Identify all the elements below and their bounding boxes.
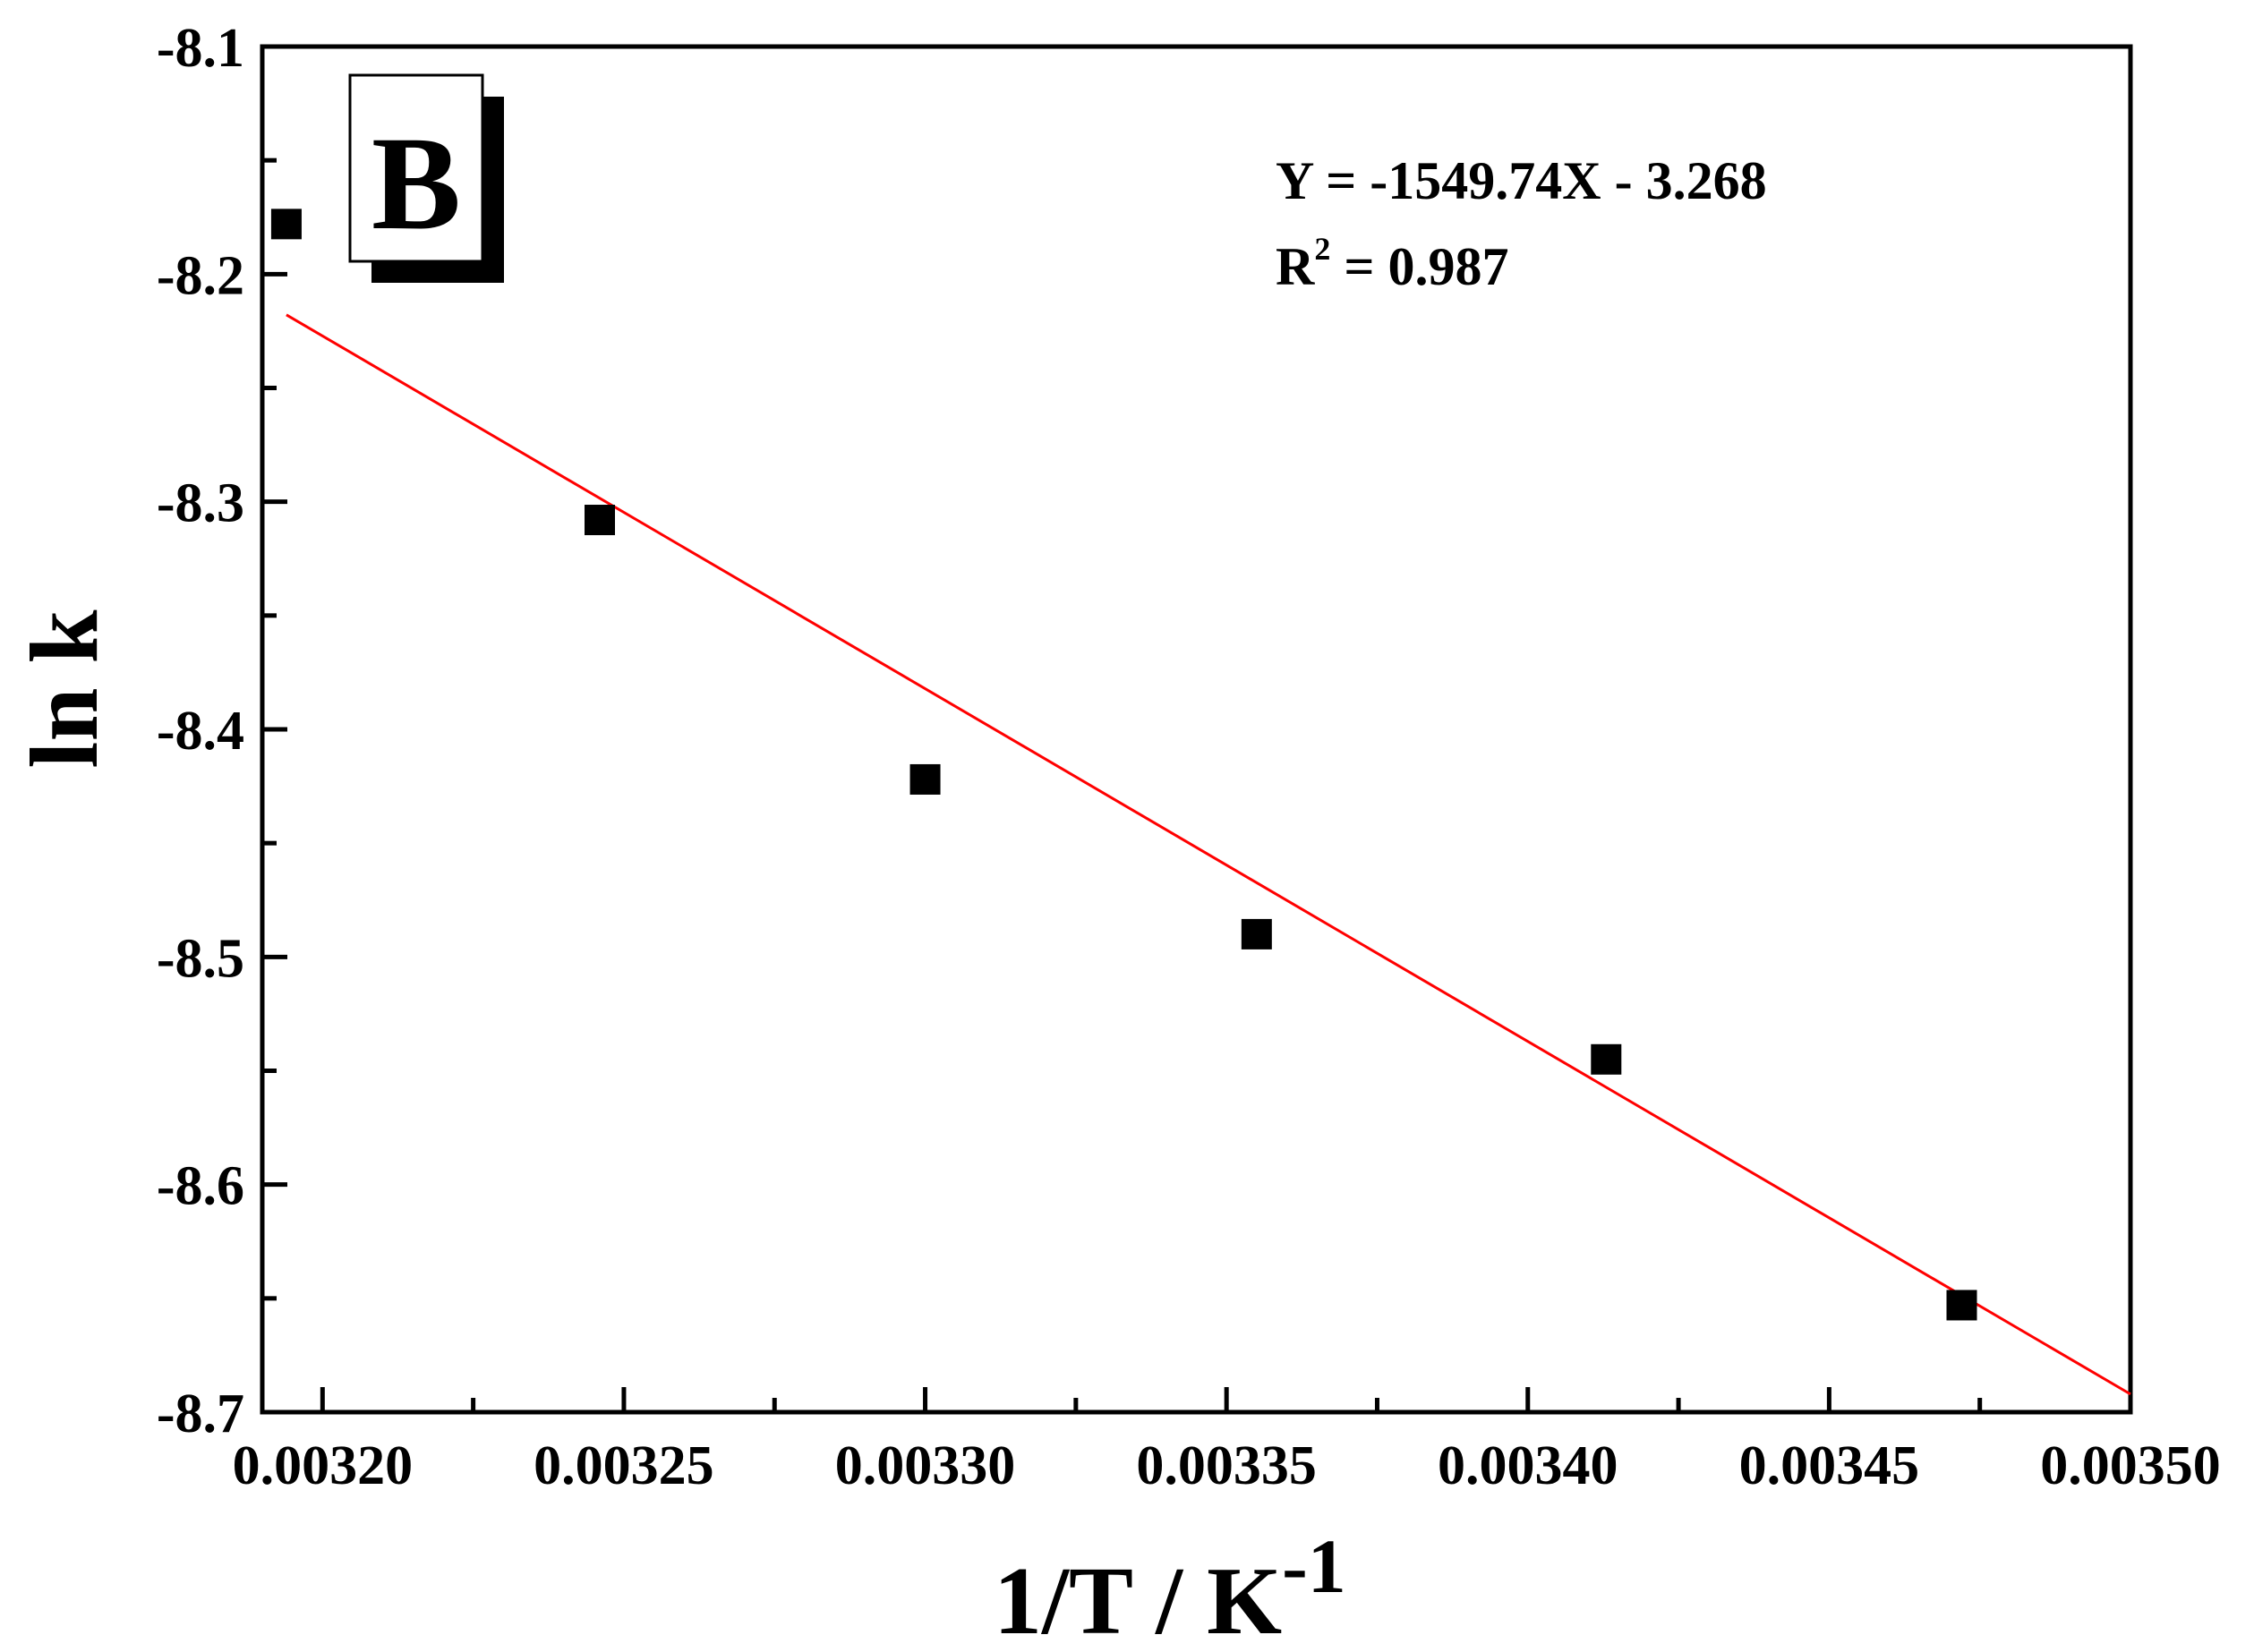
x-tick-label: 0.00335	[1136, 1435, 1317, 1496]
x-tick-label: 0.00340	[1438, 1435, 1618, 1496]
fit-line	[286, 313, 2131, 1396]
x-axis-title-main: 1/T / K	[994, 1548, 1282, 1652]
y-axis-title: ln k	[12, 609, 118, 768]
y-axis-ticks: -8.1 -8.2 -8.3 -8.4 -8.5 -8.6 -8.7	[157, 18, 287, 1444]
panel-label-box: B	[348, 73, 504, 283]
data-point	[909, 763, 941, 795]
y-tick-label: -8.1	[157, 18, 244, 79]
x-tick-label: 0.00350	[2040, 1435, 2221, 1496]
y-tick-label: -8.4	[157, 701, 244, 762]
data-point	[1241, 918, 1272, 949]
panel-label-frame	[348, 73, 484, 263]
x-axis-title: 1/T / K-1	[994, 1523, 1346, 1652]
r-squared-prefix: R	[1276, 237, 1315, 296]
y-tick-label: -8.6	[157, 1156, 244, 1217]
x-tick-label: 0.00330	[835, 1435, 1016, 1496]
plot-frame	[260, 44, 2133, 1415]
data-points	[270, 209, 1977, 1321]
x-tick-label: 0.00345	[1739, 1435, 1920, 1496]
y-tick-label: -8.5	[157, 928, 244, 989]
x-tick-label: 0.00320	[233, 1435, 414, 1496]
r-squared: R2 = 0.987	[1276, 231, 1509, 296]
data-point	[1591, 1043, 1622, 1075]
r-squared-value: = 0.987	[1330, 237, 1508, 296]
y-tick-label: -8.7	[157, 1384, 244, 1444]
y-tick-label: -8.2	[157, 245, 244, 306]
data-point	[270, 209, 302, 240]
data-point	[585, 505, 616, 536]
y-tick-label: -8.3	[157, 473, 244, 534]
x-tick-label: 0.00325	[534, 1435, 714, 1496]
panel-label: B	[371, 109, 461, 258]
r-squared-sup: 2	[1314, 231, 1330, 267]
data-point	[1946, 1290, 1977, 1321]
fit-equation: Y = -1549.74X - 3.268	[1276, 151, 1767, 210]
x-axis-ticks: 0.00320 0.00325 0.00330 0.00335 0.00340 0.003…	[233, 1387, 2221, 1496]
x-axis-title-sup: -1	[1282, 1523, 1346, 1609]
